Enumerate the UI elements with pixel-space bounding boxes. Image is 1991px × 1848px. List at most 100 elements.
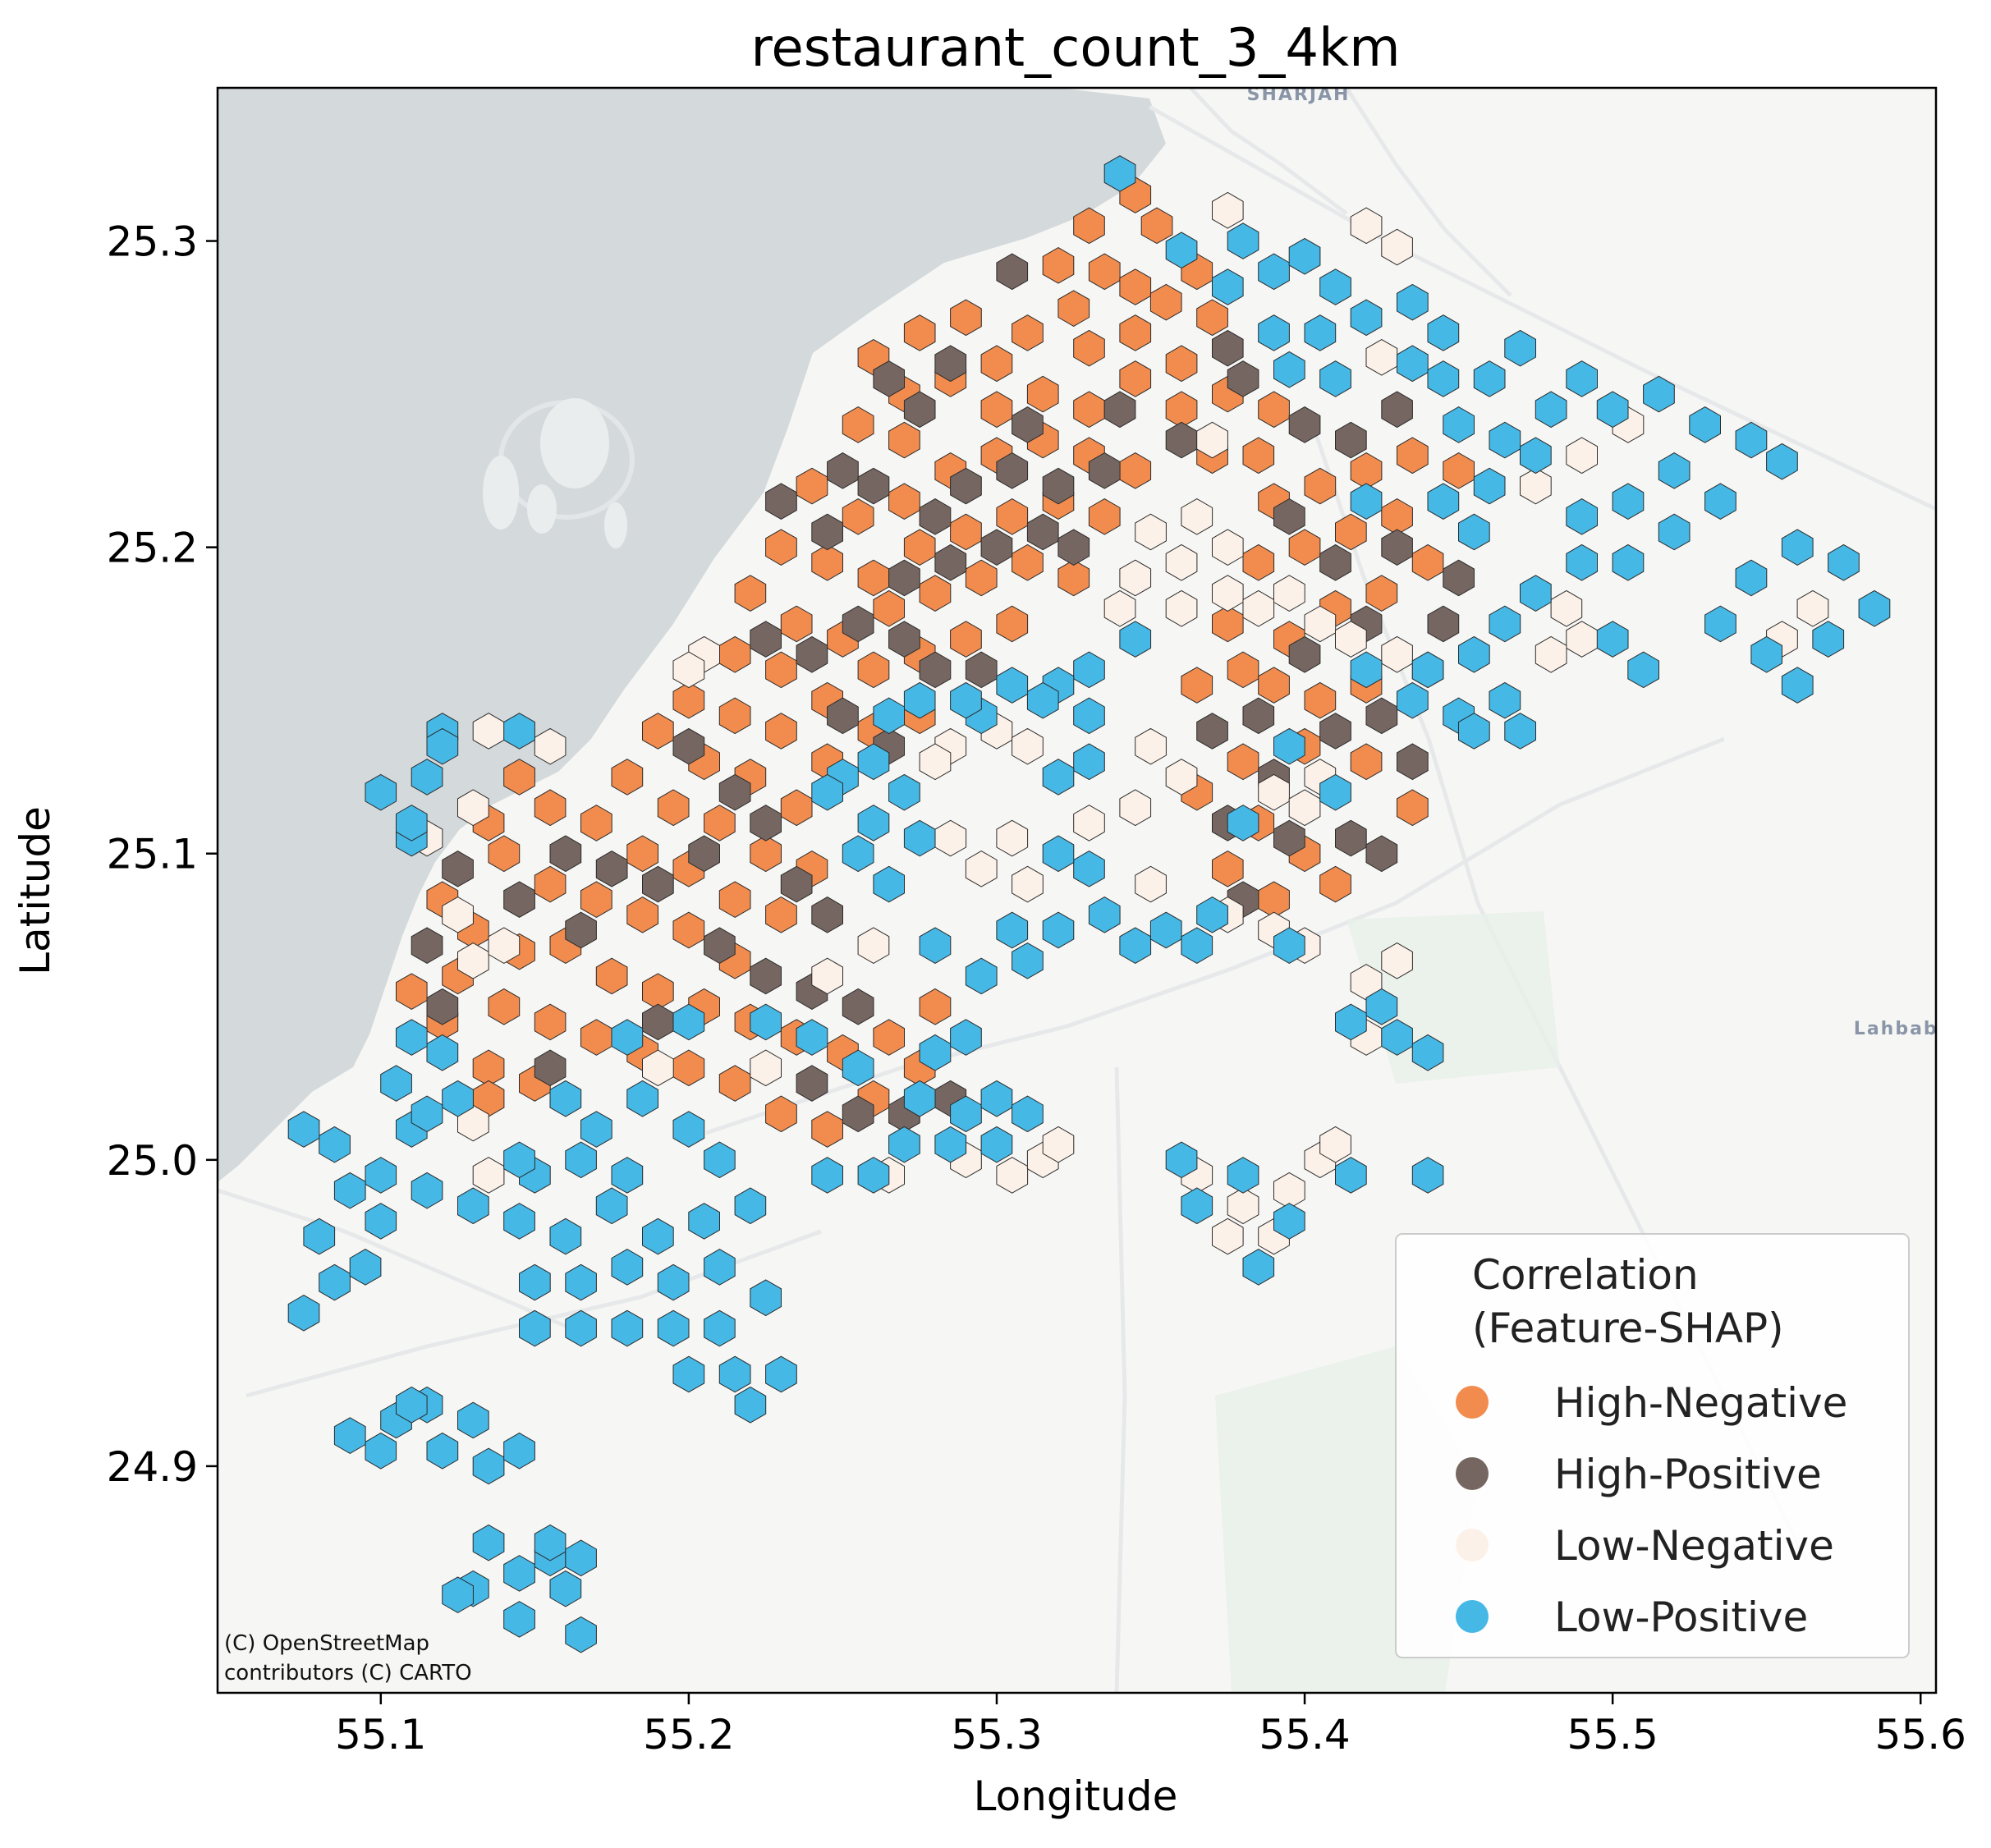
hex-cell-high-negative: [1443, 452, 1475, 489]
hex-cell-low-positive: [457, 1401, 489, 1439]
legend-label: Low-Positive: [1554, 1593, 1808, 1641]
hex-cell-low-positive: [1319, 773, 1351, 811]
hex-cell-low-positive: [903, 819, 936, 857]
hex-cell-high-negative: [595, 957, 628, 995]
hex-cell-low-positive: [565, 1141, 597, 1179]
hex-cell-high-negative: [780, 605, 813, 643]
hex-cell-low-positive: [303, 1217, 336, 1255]
hex-cell-low-positive: [1735, 421, 1768, 459]
hex-cell-high-positive: [411, 927, 443, 964]
hex-cell-low-positive: [519, 1263, 551, 1301]
hex-cell-high-positive: [1212, 329, 1244, 367]
hex-cell-low-negative: [1012, 865, 1044, 903]
hex-cell-low-positive: [1643, 375, 1675, 413]
hex-cell-low-positive: [1196, 896, 1228, 933]
hex-cell-high-negative: [765, 1095, 797, 1133]
legend-entries: High-Negative High-Positive Low-Negative Lo…: [1456, 1379, 1847, 1641]
hex-cell-low-positive: [1735, 559, 1768, 597]
hex-cell-high-negative: [1088, 253, 1121, 291]
hex-cell-low-positive: [1042, 835, 1075, 873]
basemap: SHARJAH Lahbab: [218, 88, 1936, 1693]
hex-cell-low-negative: [811, 957, 843, 995]
hex-cell-high-positive: [996, 452, 1029, 489]
hex-cell-high-positive: [857, 467, 890, 505]
hex-cell-high-negative: [1397, 437, 1429, 475]
hex-cell-low-positive: [1473, 360, 1506, 397]
hex-cell-high-positive: [750, 621, 782, 658]
hex-cell-low-positive: [396, 805, 428, 841]
hex-cell-low-positive: [411, 1172, 443, 1209]
palm-island: [483, 398, 635, 548]
hex-cell-low-negative: [1165, 589, 1198, 627]
hex-cell-high-negative: [1258, 391, 1290, 429]
hex-cell-low-positive: [842, 1049, 874, 1087]
hex-cell-low-negative: [1535, 635, 1567, 673]
hex-cell-low-negative: [1319, 1126, 1351, 1163]
hex-cell-low-positive: [534, 1524, 567, 1561]
hex-cell-low-negative: [1212, 1217, 1244, 1255]
hex-cell-high-positive: [1397, 743, 1429, 781]
hex-cell-high-positive: [888, 621, 920, 658]
basemap-credit-line-1: (C) OpenStreetMap: [224, 1631, 429, 1656]
hex-cell-low-positive: [996, 667, 1029, 704]
hex-cell-low-positive: [565, 1263, 597, 1301]
hex-cell-low-positive: [1212, 268, 1244, 305]
hex-cell-low-positive: [1566, 360, 1598, 397]
hex-cell-high-positive: [796, 635, 828, 673]
hex-cell-high-negative: [1088, 498, 1121, 535]
hex-cell-high-negative: [488, 835, 521, 873]
x-tick-label: 55.2: [643, 1711, 734, 1759]
hex-cell-low-negative: [1181, 498, 1213, 535]
hex-cell-low-negative: [1350, 207, 1383, 245]
hex-cell-high-positive: [950, 467, 982, 505]
hex-cell-low-negative: [1135, 513, 1167, 551]
y-tick-label: 25.0: [107, 1137, 198, 1185]
hex-cell-high-negative: [672, 681, 705, 719]
hex-cell-low-positive: [1273, 351, 1305, 388]
hex-cell-high-negative: [950, 299, 982, 337]
hex-cell-low-positive: [1566, 543, 1598, 581]
hex-cell-high-positive: [1026, 513, 1059, 551]
hex-cell-low-positive: [888, 773, 920, 811]
hex-cell-low-positive: [1397, 681, 1429, 719]
hex-cell-high-negative: [1212, 851, 1244, 887]
hex-cell-low-positive: [1489, 681, 1521, 719]
hex-cell-low-positive: [1181, 1187, 1213, 1225]
hex-cell-high-positive: [811, 896, 843, 933]
hex-cell-low-positive: [565, 1616, 597, 1653]
hex-cell-low-positive: [396, 1386, 428, 1424]
hex-cell-low-positive: [1781, 529, 1814, 566]
hex-cell-low-positive: [457, 1187, 489, 1225]
hex-cell-high-negative: [980, 391, 1013, 429]
hex-cell-high-negative: [811, 543, 843, 581]
hex-cell-high-negative: [1140, 207, 1173, 245]
legend-subtitle: (Feature-SHAP): [1472, 1305, 1784, 1352]
hex-cell-low-positive: [365, 1157, 397, 1194]
hex-cell-low-positive: [734, 1386, 767, 1424]
plot-frame: [216, 86, 1938, 1694]
hex-cell-high-negative: [873, 1019, 905, 1056]
hex-cell-high-negative: [672, 911, 705, 949]
hex-cell-low-positive: [950, 681, 982, 719]
hex-cell-high-negative: [396, 973, 428, 1010]
hex-cell-low-positive: [1411, 1034, 1444, 1071]
hex-cell-low-positive: [1165, 1141, 1198, 1179]
hex-cell-low-negative: [442, 896, 474, 933]
hex-cell-low-positive: [1242, 1249, 1275, 1286]
hex-cell-high-positive: [1273, 819, 1305, 857]
hex-cell-low-positive: [611, 1157, 644, 1194]
hex-cell-low-positive: [903, 681, 936, 719]
legend-swatch: [1456, 1529, 1489, 1561]
hex-cell-low-positive: [595, 1187, 628, 1225]
hex-cell-low-positive: [1427, 360, 1460, 397]
hex-cell-low-negative: [919, 743, 952, 781]
y-axis-label: Latitude: [11, 806, 59, 975]
hex-cell-high-negative: [718, 881, 751, 918]
hex-cell-high-negative: [1119, 360, 1152, 397]
hex-cell-high-positive: [1057, 529, 1090, 566]
hex-cell-low-positive: [1227, 222, 1259, 259]
hex-cell-low-negative: [1135, 865, 1167, 903]
hex-cell-low-positive: [1042, 759, 1075, 796]
hex-cell-low-positive: [349, 1249, 382, 1286]
